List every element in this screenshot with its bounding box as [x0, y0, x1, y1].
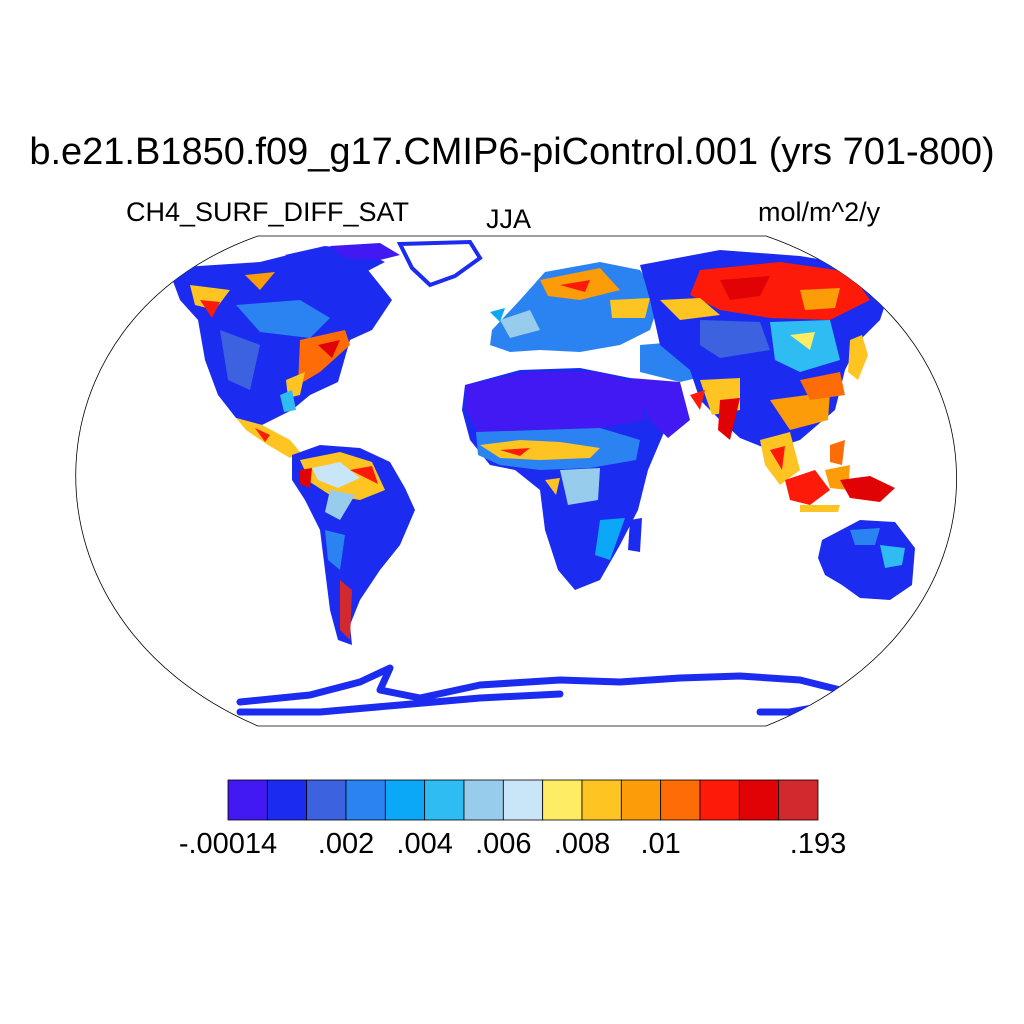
- colorbar-swatch: [424, 779, 465, 821]
- season-label: JJA: [486, 204, 532, 234]
- colorbar-swatch: [738, 779, 780, 821]
- colorbar-swatch: [581, 779, 622, 821]
- south-america-landmass: [292, 445, 415, 645]
- indonesia-islands: [785, 440, 895, 512]
- africa-landmass: [462, 368, 665, 590]
- colorbar-swatch: [463, 779, 504, 821]
- units-label: mol/m^2/y: [758, 197, 881, 227]
- colorbar-swatch: [227, 779, 268, 821]
- colorbar-tick-label: .193: [789, 828, 847, 860]
- colorbar-swatch: [660, 779, 701, 821]
- colorbar-tick-label: .01: [640, 828, 681, 860]
- colorbar-swatch: [306, 779, 347, 821]
- north-america-landmass: [168, 239, 483, 458]
- colorbar-swatch: [542, 779, 583, 821]
- colorbar: [227, 779, 819, 821]
- colorbar-tick-label: -.00014: [178, 828, 278, 860]
- colorbar-swatch: [502, 779, 544, 821]
- colorbar-tick-label: .004: [396, 828, 453, 860]
- asia-landmass: [640, 250, 890, 485]
- colorbar-swatch: [699, 779, 740, 821]
- colorbar-swatch: [384, 779, 426, 821]
- colorbar-swatch: [620, 779, 662, 821]
- colorbar-tick-label: .006: [475, 828, 532, 860]
- colorbar-swatch: [266, 779, 308, 821]
- colorbar-tick-label: .008: [553, 828, 611, 860]
- colorbar-swatch: [345, 779, 386, 821]
- plot-title: b.e21.B1850.f09_g17.CMIP6-piControl.001 …: [29, 131, 995, 173]
- variable-label: CH4_SURF_DIFF_SAT: [126, 197, 410, 227]
- colorbar-swatch: [778, 779, 819, 821]
- europe-landmass: [490, 262, 660, 352]
- colorbar-tick-label: .002: [317, 828, 375, 860]
